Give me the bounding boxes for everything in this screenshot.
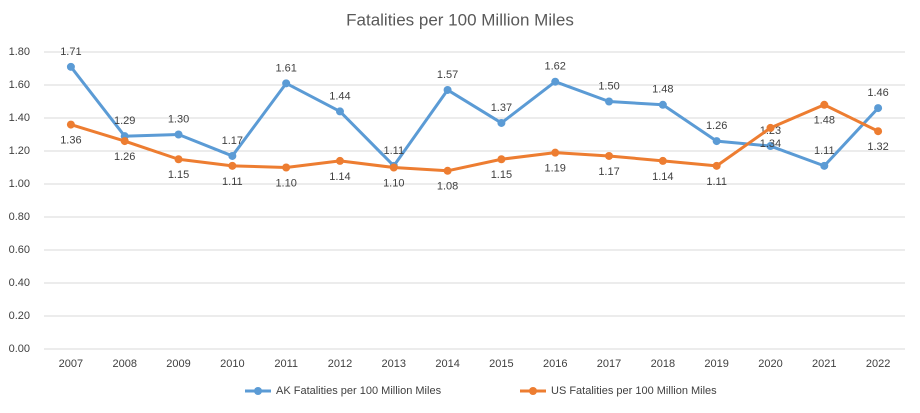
data-label: 1.57 [437, 69, 458, 81]
data-point [282, 79, 291, 88]
data-point [228, 161, 237, 170]
data-point [282, 163, 291, 172]
data-label: 1.30 [168, 113, 189, 125]
x-tick-label: 2016 [543, 358, 567, 370]
y-tick-label: 1.40 [9, 112, 30, 124]
data-label: 1.10 [275, 177, 296, 189]
legend-marker [254, 387, 262, 395]
y-tick-label: 0.80 [9, 211, 30, 223]
data-point [335, 107, 344, 116]
data-point [712, 137, 721, 146]
data-point [820, 100, 829, 109]
chart-title: Fatalities per 100 Million Miles [346, 10, 574, 29]
x-tick-label: 2015 [489, 358, 513, 370]
y-tick-label: 0.40 [9, 277, 30, 289]
data-point [658, 100, 667, 109]
data-point [874, 127, 883, 136]
data-label: 1.44 [329, 90, 350, 102]
data-label: 1.32 [867, 141, 888, 153]
data-point [66, 120, 75, 129]
data-label: 1.50 [598, 80, 619, 92]
legend-label: US Fatalities per 100 Million Miles [551, 385, 717, 397]
data-label: 1.11 [814, 145, 835, 157]
x-tick-label: 2007 [59, 358, 83, 370]
data-point [766, 123, 775, 132]
data-label: 1.08 [437, 181, 458, 193]
data-label: 1.11 [222, 176, 243, 188]
data-label: 1.71 [60, 46, 81, 58]
data-label: 1.29 [114, 115, 135, 127]
x-tick-label: 2009 [166, 358, 190, 370]
data-point [712, 161, 721, 170]
data-label: 1.14 [329, 171, 350, 183]
data-point [174, 155, 183, 164]
data-label: 1.17 [222, 135, 243, 147]
data-point [497, 155, 506, 164]
data-label: 1.10 [383, 177, 404, 189]
data-label: 1.14 [652, 171, 673, 183]
data-point [335, 156, 344, 165]
data-point [120, 137, 129, 146]
data-point [874, 104, 883, 113]
y-tick-label: 1.60 [9, 79, 30, 91]
data-label: 1.15 [168, 169, 189, 181]
y-tick-label: 0.00 [9, 343, 30, 355]
data-label: 1.37 [491, 102, 512, 114]
data-point [820, 161, 829, 170]
y-tick-label: 1.00 [9, 178, 30, 190]
legend-marker [529, 387, 537, 395]
x-tick-label: 2013 [382, 358, 406, 370]
data-label: 1.26 [114, 151, 135, 163]
data-point [605, 97, 614, 106]
x-tick-label: 2011 [274, 358, 298, 370]
data-point [766, 142, 775, 151]
y-tick-label: 0.20 [9, 310, 30, 322]
data-label: 1.62 [545, 61, 566, 73]
data-label: 1.34 [760, 138, 781, 150]
series-line [70, 103, 879, 173]
data-point [658, 156, 667, 165]
data-label: 1.48 [652, 84, 673, 96]
data-label: 1.46 [867, 87, 888, 99]
data-point [228, 151, 237, 160]
data-label: 1.11 [706, 176, 727, 188]
x-tick-label: 2019 [704, 358, 728, 370]
data-point [443, 166, 452, 175]
data-point [443, 85, 452, 94]
data-point [605, 151, 614, 160]
data-point [551, 77, 560, 86]
y-tick-label: 1.80 [9, 46, 30, 58]
data-label: 1.48 [814, 115, 835, 127]
y-tick-label: 1.20 [9, 145, 30, 157]
data-point [389, 163, 398, 172]
x-tick-label: 2008 [112, 358, 136, 370]
data-label: 1.26 [706, 120, 727, 132]
x-tick-label: 2018 [651, 358, 675, 370]
x-tick-label: 2020 [758, 358, 782, 370]
x-tick-label: 2021 [812, 358, 836, 370]
x-tick-label: 2017 [597, 358, 621, 370]
data-label: 1.61 [275, 62, 296, 74]
data-point [174, 130, 183, 139]
x-tick-label: 2012 [328, 358, 352, 370]
data-point [551, 148, 560, 157]
legend-label: AK Fatalities per 100 Million Miles [276, 385, 442, 397]
data-label: 1.36 [60, 135, 81, 147]
data-point [497, 118, 506, 127]
x-tick-label: 2010 [220, 358, 244, 370]
data-label: 1.15 [491, 169, 512, 181]
y-tick-label: 0.60 [9, 244, 30, 256]
data-point [66, 62, 75, 71]
series-line [69, 65, 880, 168]
x-tick-label: 2014 [435, 358, 459, 370]
data-label: 1.11 [383, 145, 404, 157]
data-label: 1.19 [545, 163, 566, 175]
x-tick-label: 2022 [866, 358, 890, 370]
data-label: 1.17 [598, 166, 619, 178]
